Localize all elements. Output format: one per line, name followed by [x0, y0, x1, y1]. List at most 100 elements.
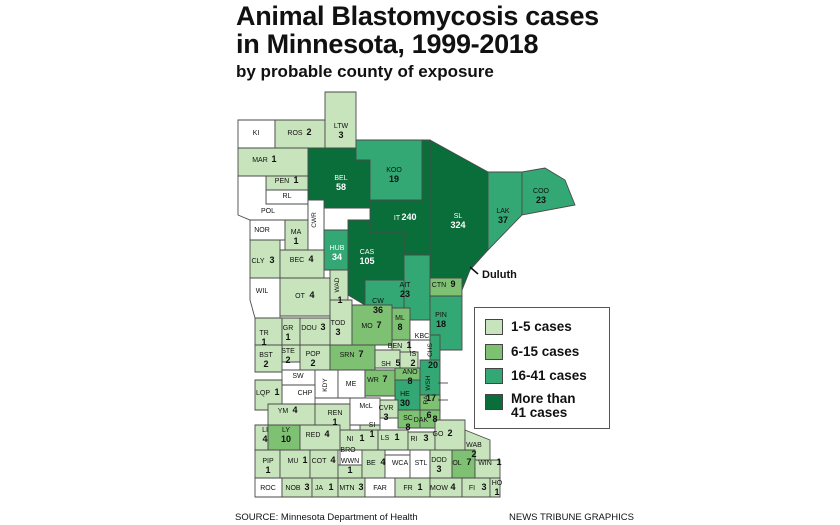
county-sh-abbr: SH [381, 361, 391, 368]
county-chp-abbr: CHP [298, 390, 313, 397]
legend-label-1-5: 1-5 cases [511, 319, 572, 334]
legend: 1-5 cases 6-15 cases 16-41 cases More th… [474, 307, 610, 429]
county-dak-count: 8 [432, 414, 437, 424]
county-ltw-abbr: LTW [334, 123, 349, 130]
county-mu-abbr: MU [288, 458, 299, 465]
county-tod-abbr: TOD [331, 320, 346, 327]
graphics-credit: NEWS TRIBUNE GRAPHICS [509, 512, 634, 523]
county-ls-count: 1 [394, 432, 399, 442]
county-cot-abbr: COT [312, 458, 328, 465]
county-go-count: 2 [447, 428, 452, 438]
county-far-abbr: FAR [373, 485, 387, 492]
county-ly-count: 10 [281, 434, 291, 444]
county-red-abbr: RED [306, 432, 321, 439]
county-rl-abbr: RL [283, 193, 292, 200]
legend-item-1-5: 1-5 cases [485, 319, 572, 335]
county-red-count: 4 [324, 429, 329, 439]
county-wr-count: 7 [382, 374, 387, 384]
county-ls-abbr: LS [381, 435, 390, 442]
county-wab-abbr: WAB [466, 442, 482, 449]
county-ait-count: 23 [400, 289, 410, 299]
county-si-abbr: SI [369, 422, 376, 429]
legend-label-42-plus-line2: 41 cases [511, 405, 568, 420]
county-bro-abbr: BRO [340, 447, 356, 454]
legend-swatch-16-41 [485, 368, 503, 384]
county-ho-count: 1 [494, 487, 499, 497]
county-coo-abbr: COO [533, 188, 550, 195]
county-wil [249, 277, 281, 319]
county-koo-count: 19 [389, 174, 399, 184]
county-dou-count: 3 [320, 322, 325, 332]
county-ste-count: 2 [285, 355, 290, 365]
county-win-count: 1 [496, 457, 501, 467]
county-cwr-abbr: CWR [311, 212, 318, 228]
county-ben-count: 1 [406, 340, 411, 350]
county-ra-abbr: RA [423, 395, 430, 405]
county-wsh-count: 17 [426, 393, 436, 403]
county-wwn-count: 1 [347, 465, 352, 475]
county-nor-abbr: NOR [254, 227, 270, 234]
county-bst-count: 2 [263, 359, 268, 369]
county-sl-abbr: SL [454, 213, 463, 220]
county-ki-abbr: KI [253, 130, 260, 137]
county-srn-count: 7 [358, 349, 363, 359]
county-ot-abbr: OT [295, 293, 305, 300]
county-go-abbr: GO [433, 431, 444, 438]
county-tr-count: 1 [261, 337, 266, 347]
county-bel-abbr: BEL [334, 175, 347, 182]
county-mcl-abbr: McL [359, 403, 372, 410]
county-stl-abbr: STL [415, 460, 428, 467]
county-kdy-abbr: KDY [322, 378, 329, 392]
county-ri-abbr: RI [411, 436, 418, 443]
county-cvr-abbr: CVR [379, 405, 394, 412]
county-ros-count: 2 [306, 127, 311, 137]
county-nob-abbr: NOB [285, 485, 301, 492]
county-wca-abbr: WCA [392, 460, 409, 467]
county-it-count: 240 [401, 212, 416, 222]
county-gr-abbr: GR [283, 325, 294, 332]
county-coo [521, 167, 576, 216]
county-fr-abbr: FR [403, 485, 412, 492]
county-pop-count: 2 [310, 358, 315, 368]
county-ol-abbr: OL [452, 460, 461, 467]
county-it-abbr: IT [394, 215, 401, 222]
county-ren-abbr: REN [328, 410, 343, 417]
county-bel-count: 58 [336, 182, 346, 192]
county-roc-abbr: ROC [260, 485, 276, 492]
county-sw-abbr: SW [292, 373, 304, 380]
county-hub-abbr: HUB [330, 245, 345, 252]
county-sl-count: 324 [450, 220, 465, 230]
county-kbc-abbr: KBC [415, 333, 429, 340]
county-ma-abbr: MA [291, 229, 302, 236]
county-cw-count: 36 [373, 305, 383, 315]
county-cly-count: 3 [269, 255, 274, 265]
county-he-count: 30 [400, 398, 410, 408]
county-is-abbr: IS [410, 351, 417, 358]
county-pen-abbr: PEN [275, 178, 289, 185]
county-ma-count: 1 [293, 236, 298, 246]
county-lak-count: 37 [498, 215, 508, 225]
county-pol-abbr: POL [261, 208, 275, 215]
duluth-label: Duluth [482, 269, 517, 281]
county-ym-count: 4 [292, 405, 297, 415]
county-koo-abbr: KOO [386, 167, 402, 174]
county-nob-count: 3 [304, 482, 309, 492]
county-ben-abbr: BEN [388, 343, 402, 350]
county-ni-count: 1 [359, 433, 364, 443]
county-pin-count: 18 [436, 319, 446, 329]
county-ho [489, 477, 501, 498]
county-ml-abbr: ML [395, 315, 405, 322]
county-sh-count: 5 [395, 358, 400, 368]
county-ly-abbr: LY [282, 427, 290, 434]
county-win-abbr: WIN [478, 460, 492, 467]
legend-label-6-15: 6-15 cases [511, 344, 580, 359]
county-tr-abbr: TR [259, 330, 268, 337]
county-ste-abbr: STE [281, 348, 295, 355]
legend-label-42-plus: More than 41 cases [511, 392, 576, 420]
county-ja-count: 1 [328, 482, 333, 492]
county-me-abbr: ME [346, 381, 357, 388]
legend-swatch-6-15 [485, 344, 503, 360]
title-line-1: Animal Blastomycosis cases [236, 1, 599, 31]
county-mo-abbr: MO [361, 323, 373, 330]
